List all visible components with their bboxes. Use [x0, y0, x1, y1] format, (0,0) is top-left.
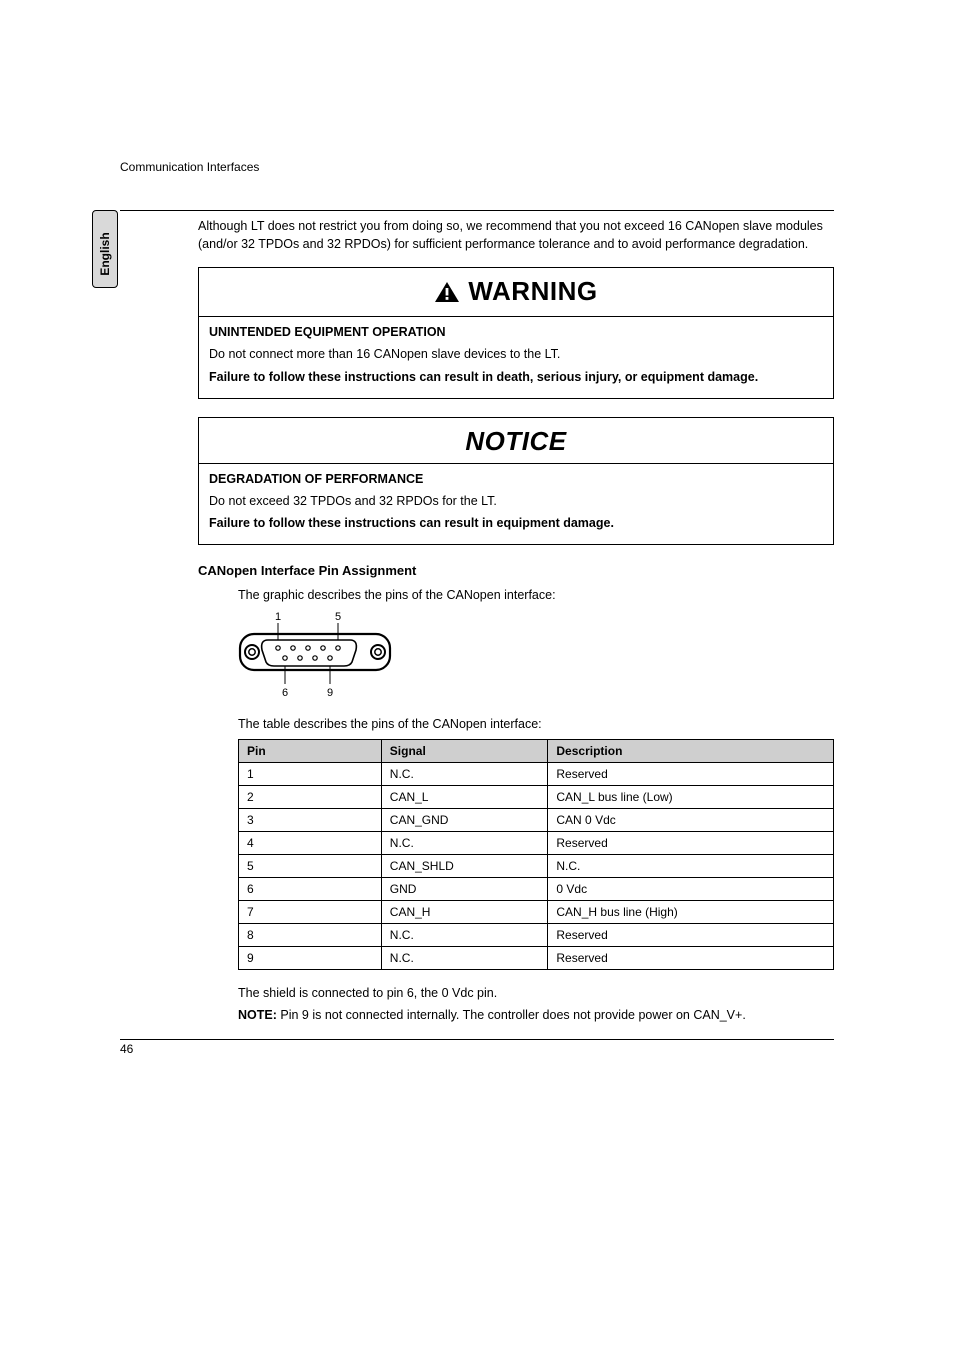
intro-paragraph: Although LT does not restrict you from d… — [198, 217, 834, 253]
table-row: 3CAN_GNDCAN 0 Vdc — [239, 809, 834, 832]
language-tab-label: English — [98, 228, 112, 280]
footer-rule: 46 — [120, 1039, 834, 1056]
table-row: 4N.C.Reserved — [239, 832, 834, 855]
language-tab: English — [92, 210, 118, 288]
page-number: 46 — [120, 1042, 133, 1056]
warning-triangle-icon — [434, 279, 460, 310]
table-row: 6GND0 Vdc — [239, 878, 834, 901]
pin-graphic-lead: The graphic describes the pins of the CA… — [238, 586, 834, 604]
table-header-row: Pin Signal Description — [239, 740, 834, 763]
pin-section-heading: CANopen Interface Pin Assignment — [198, 563, 834, 578]
notice-heading: DEGRADATION OF PERFORMANCE — [209, 470, 823, 488]
table-row: 8N.C.Reserved — [239, 924, 834, 947]
notice-line1: Do not exceed 32 TPDOs and 32 RPDOs for … — [209, 492, 823, 510]
diagram-label-9: 9 — [327, 687, 333, 699]
warning-title-text: WARNING — [468, 276, 597, 306]
warning-line1: Do not connect more than 16 CANopen slav… — [209, 345, 823, 363]
table-row: 9N.C.Reserved — [239, 947, 834, 970]
pin9-note: NOTE: Pin 9 is not connected internally.… — [238, 1006, 834, 1024]
warning-title: WARNING — [199, 268, 833, 317]
col-signal: Signal — [381, 740, 548, 763]
note-body: Pin 9 is not connected internally. The c… — [277, 1008, 746, 1022]
note-label: NOTE: — [238, 1008, 277, 1022]
notice-box: NOTICE DEGRADATION OF PERFORMANCE Do not… — [198, 417, 834, 545]
warning-body: UNINTENDED EQUIPMENT OPERATION Do not co… — [199, 317, 833, 397]
notice-body: DEGRADATION OF PERFORMANCE Do not exceed… — [199, 464, 833, 544]
table-row: 1N.C.Reserved — [239, 763, 834, 786]
shield-note: The shield is connected to pin 6, the 0 … — [238, 984, 834, 1002]
table-row: 2CAN_LCAN_L bus line (Low) — [239, 786, 834, 809]
diagram-label-6: 6 — [282, 687, 288, 699]
pin-table-lead: The table describes the pins of the CANo… — [238, 715, 834, 733]
warning-box: WARNING UNINTENDED EQUIPMENT OPERATION D… — [198, 267, 834, 398]
warning-heading: UNINTENDED EQUIPMENT OPERATION — [209, 323, 823, 341]
col-pin: Pin — [239, 740, 382, 763]
pin-table: Pin Signal Description 1N.C.Reserved 2CA… — [238, 739, 834, 970]
notice-line2: Failure to follow these instructions can… — [209, 514, 823, 532]
running-head: Communication Interfaces — [120, 160, 834, 174]
diagram-label-5: 5 — [335, 611, 341, 623]
table-row: 7CAN_HCAN_H bus line (High) — [239, 901, 834, 924]
warning-line2: Failure to follow these instructions can… — [209, 368, 823, 386]
table-row: 5CAN_SHLDN.C. — [239, 855, 834, 878]
notice-title: NOTICE — [199, 418, 833, 464]
diagram-label-1: 1 — [275, 611, 281, 623]
db9-connector-diagram: 1 5 — [238, 610, 834, 705]
col-description: Description — [548, 740, 834, 763]
header-rule — [120, 210, 834, 211]
